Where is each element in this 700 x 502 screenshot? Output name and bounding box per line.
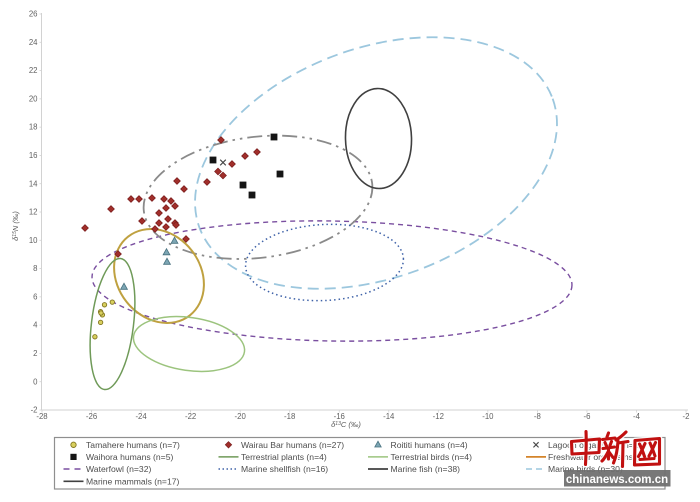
svg-text:Terrestrial birds (n=4): Terrestrial birds (n=4) — [391, 452, 473, 462]
svg-text:Marine birds (n=30): Marine birds (n=30) — [548, 464, 623, 474]
svg-text:0: 0 — [33, 377, 38, 386]
svg-text:24: 24 — [29, 38, 38, 47]
svg-text:6: 6 — [33, 292, 37, 301]
svg-text:-6: -6 — [583, 412, 590, 421]
svg-text:-10: -10 — [482, 412, 494, 421]
svg-text:Marine shellfish (n=16): Marine shellfish (n=16) — [241, 464, 328, 474]
svg-text:Terrestrial plants (n=4): Terrestrial plants (n=4) — [241, 452, 327, 462]
svg-text:4: 4 — [33, 321, 38, 330]
svg-text:δ13C (‰): δ13C (‰) — [331, 420, 361, 429]
svg-text:14: 14 — [29, 179, 38, 188]
svg-text:Marine fish (n=38): Marine fish (n=38) — [391, 464, 461, 474]
svg-text:20: 20 — [29, 94, 38, 103]
svg-text:Wairau Bar humans (n=27): Wairau Bar humans (n=27) — [241, 440, 344, 450]
svg-text:-12: -12 — [433, 412, 444, 421]
svg-text:18: 18 — [29, 123, 38, 132]
svg-text:-4: -4 — [633, 412, 641, 421]
svg-text:-2: -2 — [683, 412, 690, 421]
svg-text:-22: -22 — [185, 412, 196, 421]
svg-text:2: 2 — [33, 349, 37, 358]
svg-text:-14: -14 — [383, 412, 395, 421]
svg-text:8: 8 — [33, 264, 37, 273]
svg-text:26: 26 — [29, 10, 38, 19]
svg-text:-20: -20 — [235, 412, 247, 421]
svg-text:22: 22 — [29, 66, 38, 75]
svg-text:Waterfowl (n=32): Waterfowl (n=32) — [86, 464, 151, 474]
svg-text:-16: -16 — [334, 412, 345, 421]
svg-text:Waihora humans (n=5): Waihora humans (n=5) — [86, 452, 173, 462]
svg-text:-24: -24 — [135, 412, 147, 421]
svg-text:Roititi humans (n=4): Roititi humans (n=4) — [391, 440, 468, 450]
svg-text:-28: -28 — [36, 412, 47, 421]
svg-text:Tamahere humans (n=7): Tamahere humans (n=7) — [86, 440, 180, 450]
svg-text:16: 16 — [29, 151, 38, 160]
svg-text:-2: -2 — [31, 406, 38, 415]
svg-text:chinanews.com.cn: chinanews.com.cn — [566, 474, 668, 486]
svg-text:-26: -26 — [86, 412, 97, 421]
svg-text:-8: -8 — [534, 412, 541, 421]
svg-text:-18: -18 — [284, 412, 295, 421]
svg-text:12: 12 — [29, 208, 38, 217]
svg-text:10: 10 — [29, 236, 38, 245]
svg-text:δ15N (‰): δ15N (‰) — [11, 211, 20, 241]
svg-text:Marine mammals (n=17): Marine mammals (n=17) — [86, 476, 180, 486]
